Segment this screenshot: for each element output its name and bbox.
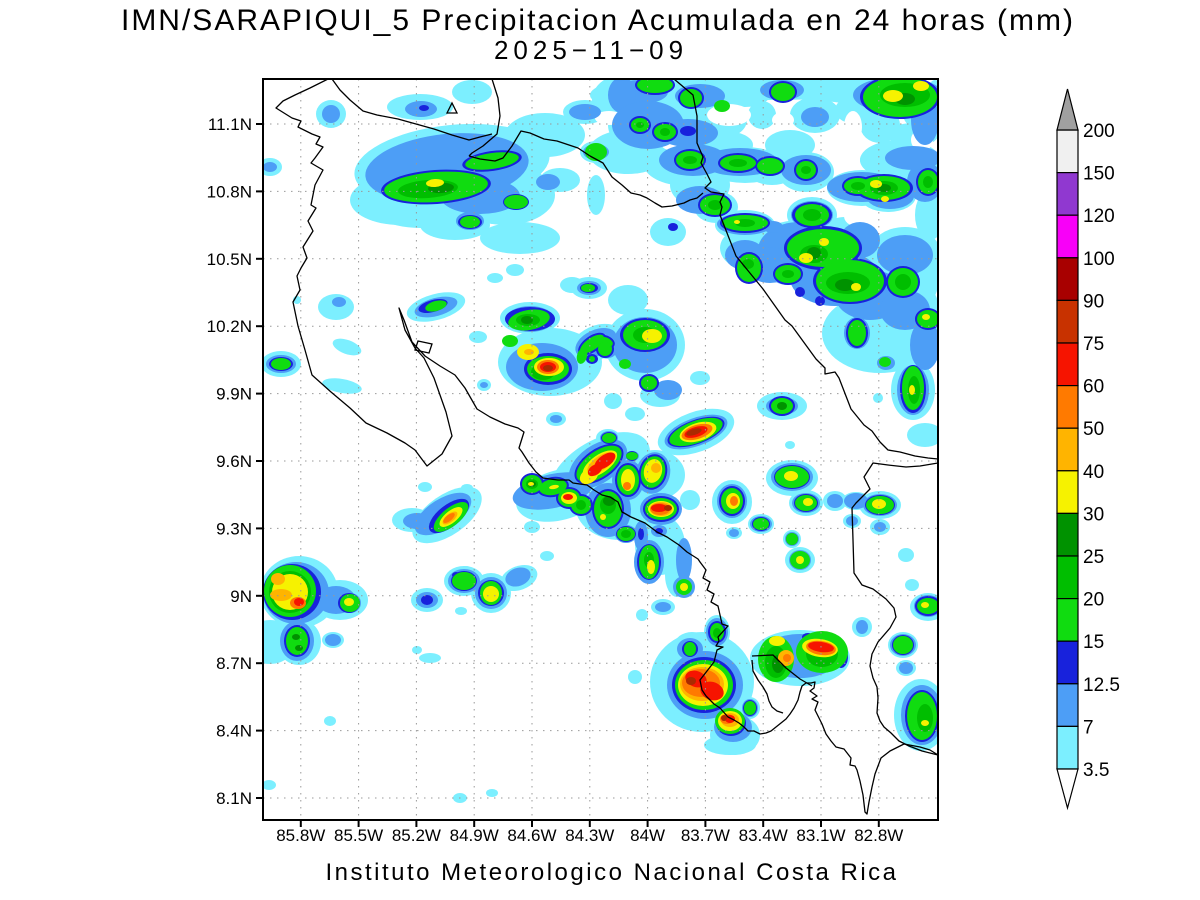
svg-text:150: 150 bbox=[1083, 164, 1115, 185]
svg-text:Instituto Meteorologico Nacion: Instituto Meteorologico Nacional Costa R… bbox=[325, 859, 898, 886]
svg-text:84.6W: 84.6W bbox=[507, 826, 556, 845]
svg-text:120: 120 bbox=[1083, 206, 1115, 227]
svg-text:84W: 84W bbox=[630, 826, 665, 845]
svg-text:20: 20 bbox=[1083, 590, 1104, 611]
svg-text:10.2N: 10.2N bbox=[207, 317, 252, 336]
svg-text:9.3N: 9.3N bbox=[216, 519, 252, 538]
svg-text:84.3W: 84.3W bbox=[565, 826, 614, 845]
svg-text:85.5W: 85.5W bbox=[334, 826, 383, 845]
svg-text:85.2W: 85.2W bbox=[392, 826, 441, 845]
svg-text:8.4N: 8.4N bbox=[216, 722, 252, 741]
svg-text:82.8W: 82.8W bbox=[854, 826, 903, 845]
svg-text:83.1W: 83.1W bbox=[796, 826, 845, 845]
svg-text:10.8N: 10.8N bbox=[207, 182, 252, 201]
svg-text:3.5: 3.5 bbox=[1083, 760, 1109, 781]
svg-text:10.5N: 10.5N bbox=[207, 250, 252, 269]
svg-text:200: 200 bbox=[1083, 121, 1115, 142]
svg-text:30: 30 bbox=[1083, 504, 1104, 525]
svg-text:90: 90 bbox=[1083, 291, 1104, 312]
svg-text:85.8W: 85.8W bbox=[276, 826, 325, 845]
svg-text:11.1N: 11.1N bbox=[208, 115, 252, 134]
svg-text:7: 7 bbox=[1083, 717, 1094, 738]
svg-text:8.7N: 8.7N bbox=[216, 654, 252, 673]
svg-text:12.5: 12.5 bbox=[1083, 675, 1120, 696]
svg-text:83.7W: 83.7W bbox=[681, 826, 730, 845]
svg-text:75: 75 bbox=[1083, 334, 1104, 355]
svg-text:9.6N: 9.6N bbox=[216, 452, 252, 471]
svg-text:9.9N: 9.9N bbox=[216, 385, 252, 404]
svg-text:2025−11−09: 2025−11−09 bbox=[494, 35, 688, 65]
svg-text:15: 15 bbox=[1083, 632, 1104, 653]
svg-text:83.4W: 83.4W bbox=[739, 826, 788, 845]
svg-text:8.1N: 8.1N bbox=[216, 789, 252, 808]
svg-text:25: 25 bbox=[1083, 547, 1104, 568]
svg-text:40: 40 bbox=[1083, 462, 1104, 483]
svg-text:9N: 9N bbox=[230, 587, 252, 606]
svg-text:IMN/SARAPIQUI_5 Precipitacion: IMN/SARAPIQUI_5 Precipitacion Acumulada … bbox=[121, 4, 1075, 37]
svg-text:100: 100 bbox=[1083, 249, 1115, 270]
svg-text:84.9W: 84.9W bbox=[450, 826, 499, 845]
svg-text:60: 60 bbox=[1083, 377, 1104, 398]
svg-text:50: 50 bbox=[1083, 419, 1104, 440]
